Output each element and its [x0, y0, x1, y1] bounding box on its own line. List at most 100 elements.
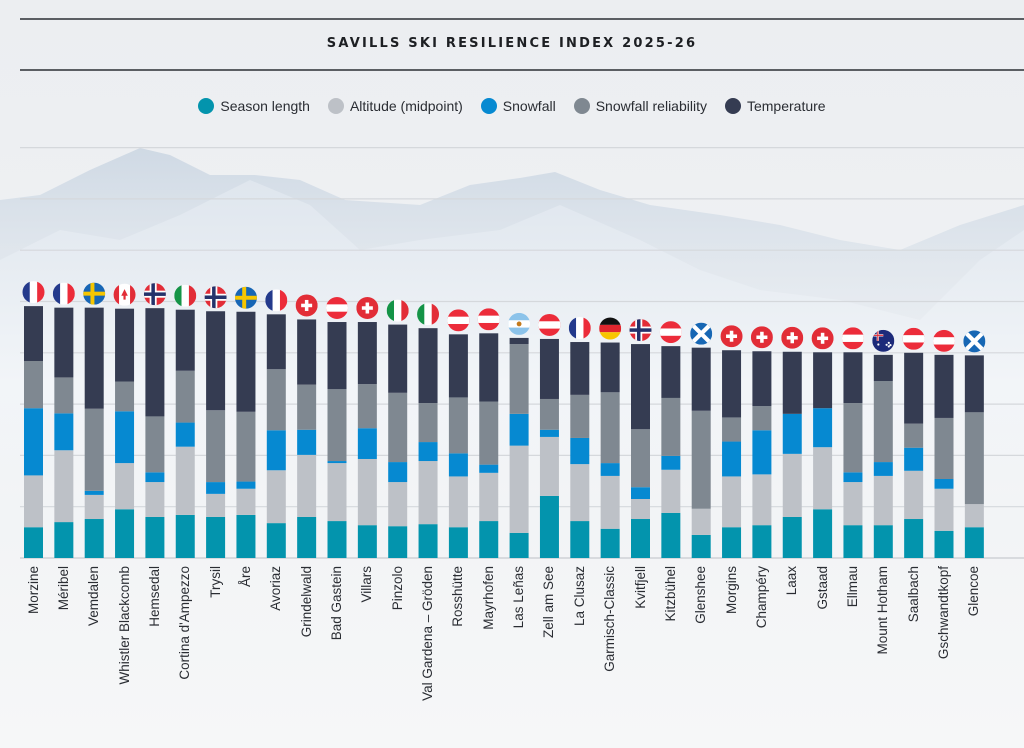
bar-segment-season-length — [145, 516, 165, 558]
legend-item: Altitude (midpoint) — [327, 98, 463, 114]
bar-segment-season-length — [297, 516, 317, 558]
bar-segment-season-length — [236, 514, 256, 558]
bar-segment-snowfall — [266, 430, 286, 471]
bar-segment-season-length — [964, 527, 984, 558]
bar-segment-altitude-midpoint — [631, 499, 650, 520]
bar-segment-season-length — [904, 519, 924, 558]
flag-austria-icon — [841, 327, 864, 350]
bar-segment-temperature — [54, 307, 74, 378]
x-tick-label: Gstaad — [814, 566, 830, 610]
bar-segment-snowfall — [600, 463, 620, 476]
bar-segment-snowfall-reliability — [600, 392, 620, 464]
bar-segment-temperature — [84, 307, 104, 409]
bar-segment-snowfall-reliability — [115, 381, 135, 412]
bar-segment-temperature — [539, 338, 559, 399]
bar-segment-altitude-midpoint — [904, 470, 924, 520]
bar-segment-altitude-midpoint — [236, 488, 256, 515]
bar-segment-altitude-midpoint — [357, 458, 377, 526]
x-tick-label: Champéry — [753, 566, 769, 629]
bar-segment-snowfall — [631, 487, 650, 500]
bar-stack — [934, 354, 954, 558]
bar-segment-temperature — [722, 350, 742, 418]
bar-segment-temperature — [115, 308, 135, 382]
bar-segment-snowfall-reliability — [539, 398, 559, 430]
bar-segment-snowfall-reliability — [388, 392, 408, 463]
bar-segment-altitude-midpoint — [388, 482, 408, 527]
flag-france-icon — [265, 289, 288, 312]
flag-austria-icon — [659, 321, 682, 344]
bar-stack — [509, 337, 529, 558]
x-tick-label: Méribel — [55, 566, 71, 611]
bar-segment-season-length — [752, 525, 772, 558]
bar-segment-temperature — [691, 347, 711, 411]
bar-segment-snowfall — [388, 462, 408, 483]
bar-segment-altitude-midpoint — [600, 475, 620, 529]
bar-segment-temperature — [206, 311, 226, 411]
bar-segment-snowfall — [327, 461, 347, 464]
flag-austria-icon — [538, 313, 561, 336]
bar-stack — [266, 314, 286, 558]
bar-segment-temperature — [843, 352, 863, 404]
bar-segment-snowfall — [843, 472, 863, 483]
bar-segment-snowfall-reliability — [691, 410, 711, 509]
bar-segment-snowfall-reliability — [661, 397, 681, 456]
bar-segment-temperature — [297, 319, 317, 385]
flag-italy-icon — [417, 303, 440, 326]
bar-segment-temperature — [388, 324, 408, 393]
bar-segment-season-length — [175, 514, 195, 558]
x-tick-label: Mayrhofen — [480, 566, 496, 630]
legend-item: Snowfall — [480, 98, 556, 114]
bar-segment-temperature — [964, 355, 984, 413]
x-tick-label: Kitzbühel — [662, 566, 678, 622]
bar-segment-season-length — [206, 516, 226, 558]
bar-segment-season-length — [782, 516, 802, 558]
bar-stack — [206, 311, 226, 558]
bar-segment-snowfall — [934, 478, 954, 489]
bar-segment-season-length — [24, 527, 43, 558]
flag-norway-icon — [629, 319, 652, 342]
x-tick-label: Garmisch-Classic — [602, 566, 618, 672]
bar-stack — [570, 342, 590, 558]
bar-segment-season-length — [873, 525, 893, 558]
flag-austria-icon — [447, 309, 470, 332]
bar-segment-temperature — [873, 354, 893, 382]
bar-segment-temperature — [631, 344, 650, 430]
legend-label: Snowfall — [502, 98, 556, 114]
bar-stack — [297, 319, 317, 558]
bar-stack — [904, 352, 924, 558]
bar-segment-snowfall — [236, 481, 256, 489]
bar-stack — [115, 308, 135, 558]
bar-segment-season-length — [813, 509, 833, 558]
bar-segment-altitude-midpoint — [691, 508, 711, 535]
x-tick-label: Kvitfjell — [632, 566, 648, 609]
bar-segment-season-length — [266, 523, 286, 558]
bar-segment-temperature — [904, 352, 924, 424]
bar-segment-snowfall — [782, 413, 802, 454]
bar-segment-temperature — [448, 334, 468, 398]
title-rule-bottom — [20, 69, 1024, 71]
bar-segment-snowfall-reliability — [266, 369, 286, 431]
flag-norway-icon — [143, 283, 166, 306]
bar-stack — [539, 338, 559, 558]
bar-segment-altitude-midpoint — [206, 493, 226, 517]
legend-swatch — [480, 98, 497, 114]
bar-segment-snowfall-reliability — [327, 389, 347, 462]
x-tick-label: Glenshee — [693, 566, 709, 624]
bar-segment-altitude-midpoint — [873, 475, 893, 526]
bar-stack — [964, 355, 984, 558]
bar-segment-season-length — [479, 521, 499, 558]
bar-segment-season-length — [661, 512, 681, 558]
flag-italy-icon — [386, 299, 409, 322]
flag-argentina-icon — [508, 312, 531, 335]
bar-segment-season-length — [357, 525, 377, 558]
x-tick-label: Bad Gastein — [329, 566, 344, 641]
bar-segment-snowfall — [661, 455, 681, 470]
bar-segment-snowfall-reliability — [175, 370, 195, 423]
flag-canada-icon — [113, 283, 136, 306]
bar-stack — [631, 344, 650, 558]
bar-segment-season-length — [631, 519, 650, 558]
bar-segment-temperature — [145, 308, 165, 417]
bar-segment-snowfall — [357, 428, 377, 459]
bar-segment-temperature — [752, 351, 772, 407]
bar-segment-snowfall — [418, 442, 438, 462]
